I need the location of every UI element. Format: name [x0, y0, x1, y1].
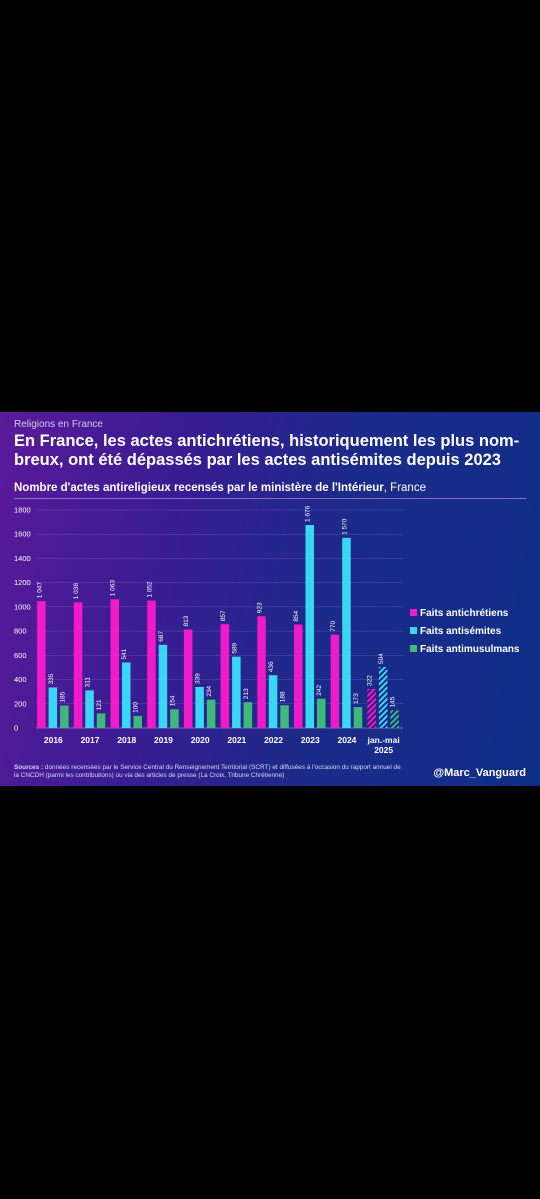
data-label: 188 — [280, 691, 287, 702]
data-label: 854 — [293, 610, 300, 621]
subtitle-divider — [14, 498, 526, 499]
data-label: 154 — [169, 695, 176, 706]
x-tick-label: 2017 — [81, 735, 100, 745]
data-label: 145 — [390, 696, 397, 707]
data-label: 504 — [378, 653, 385, 664]
data-label: 589 — [231, 642, 238, 653]
x-tick-label: 2025 — [374, 745, 393, 755]
x-tick-label: 2019 — [154, 735, 173, 745]
x-tick-label: 2020 — [191, 735, 210, 745]
data-label: 1 047 — [36, 582, 43, 599]
data-label: 121 — [96, 699, 103, 710]
data-label: 813 — [183, 615, 190, 626]
legend-label: Faits antisémites — [420, 626, 502, 637]
subtitle-location: , France — [383, 482, 426, 494]
author-handle: @Marc_Vanguard — [433, 767, 526, 779]
data-label: 1 570 — [341, 518, 348, 535]
x-tick-label: 2018 — [117, 735, 136, 745]
data-label: 923 — [257, 602, 264, 613]
x-tick-label: 2023 — [301, 735, 320, 745]
y-tick-label: 400 — [14, 675, 27, 684]
x-tick-label: 2024 — [337, 735, 356, 745]
data-label: 1 052 — [146, 581, 153, 598]
y-tick-label: 1200 — [14, 578, 31, 587]
data-label: 1 063 — [110, 580, 117, 597]
chart-subtitle: Nombre d'actes antireligieux recensés pa… — [14, 481, 530, 495]
data-label: 335 — [48, 673, 55, 684]
chart-headline: En France, les actes antichrétiens, hist… — [14, 432, 520, 469]
data-label: 436 — [268, 661, 275, 672]
sources-label: Sources : — [14, 764, 44, 771]
y-tick-label: 1400 — [14, 554, 31, 563]
data-label: 541 — [121, 648, 128, 659]
y-tick-label: 0 — [14, 724, 18, 733]
data-label: 1 038 — [73, 583, 80, 600]
sources-note: Sources : données recensées par le Servi… — [14, 764, 404, 780]
legend-label: Faits antichrétiens — [420, 608, 509, 619]
data-label: 213 — [243, 688, 250, 699]
data-label: 687 — [158, 631, 165, 642]
data-label: 173 — [353, 693, 360, 704]
y-tick-label: 200 — [14, 699, 27, 708]
data-label: 857 — [220, 610, 227, 621]
category-label: Religions en France — [14, 419, 103, 430]
y-tick-label: 800 — [14, 627, 27, 636]
data-label: 185 — [59, 691, 66, 702]
sources-text: données recensées par le Service Central… — [14, 764, 401, 779]
y-tick-label: 1800 — [14, 506, 31, 515]
x-tick-label: 2016 — [44, 735, 63, 745]
data-label: 1 676 — [305, 505, 312, 522]
data-label: 322 — [367, 675, 374, 686]
data-label: 339 — [195, 673, 202, 684]
chart-card: Religions en France En France, les actes… — [0, 412, 540, 786]
y-tick-label: 600 — [14, 651, 27, 660]
x-tick-label: jan.-mai — [367, 735, 400, 745]
data-label: 100 — [133, 702, 140, 713]
legend-label: Faits antimusulmans — [420, 644, 520, 655]
data-label: 311 — [85, 677, 92, 688]
data-label: 234 — [206, 685, 213, 696]
data-label: 242 — [316, 684, 323, 695]
bar-chart: 0 200 400 600 800 1000 1200 1400 1600 1800 1 047 3… — [14, 505, 520, 755]
x-tick-label: 2022 — [264, 735, 283, 745]
y-tick-label: 1000 — [14, 602, 31, 611]
x-tick-label: 2021 — [227, 735, 246, 745]
subtitle-main: Nombre d'actes antireligieux recensés pa… — [14, 482, 384, 494]
data-label: 770 — [330, 621, 337, 632]
y-tick-label: 1600 — [14, 530, 31, 539]
